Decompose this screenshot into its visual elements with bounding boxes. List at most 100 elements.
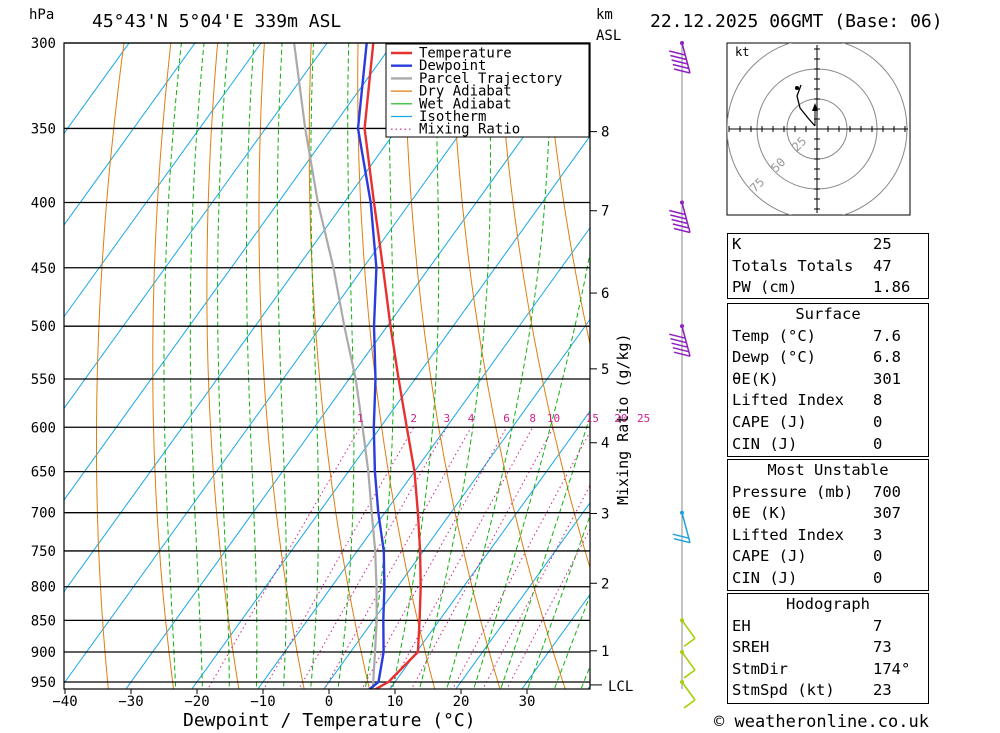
x-tick-label: 20	[453, 694, 470, 710]
value: 1.86	[873, 278, 911, 297]
wet-adiabat-line	[473, 250, 590, 689]
wet-adiabat-line	[276, 43, 287, 689]
legend-label: Dewpoint	[419, 58, 486, 74]
legend-label: Temperature	[419, 46, 512, 62]
legend-label: Isotherm	[419, 109, 486, 125]
mixing-ratio-line	[452, 430, 590, 689]
x-tick-label: −10	[250, 694, 275, 710]
x-tick-label: 30	[519, 694, 536, 710]
value: 6.8	[873, 348, 901, 367]
hodograph-table: Hodograph EH 7 SREH 73 StmDir 174° StmSpd (…	[727, 593, 929, 704]
temperature-line	[363, 43, 422, 689]
wind-barb-feather	[673, 227, 691, 234]
mu-row: Pressure (mb) 700	[728, 482, 928, 504]
mu-row: θE (K) 307	[728, 503, 928, 525]
asl-label: ASL	[596, 28, 621, 44]
wind-barb-feather	[671, 342, 688, 348]
wet-adiabat-line	[446, 43, 552, 689]
isotherm-line	[323, 318, 590, 689]
pressure-tick-label: 500	[31, 319, 56, 335]
label: Pressure (mb)	[732, 482, 854, 501]
x-tick-label: −20	[184, 694, 209, 710]
pressure-tick-label: 400	[31, 195, 56, 211]
mixing-ratio-label: 10	[547, 412, 560, 425]
mixing-ratio-label: 20	[614, 412, 627, 425]
label: Totals Totals	[732, 256, 854, 275]
label: PW (cm)	[732, 278, 798, 297]
value: 7.6	[873, 326, 901, 345]
mixing-ratio-label: 25	[637, 412, 650, 425]
label: StmDir	[732, 659, 788, 678]
mixing-ratio-label: 8	[529, 412, 536, 425]
isotherm-line	[257, 226, 590, 689]
legend-label: Parcel Trajectory	[419, 71, 562, 87]
mixing-ratio-line	[361, 427, 508, 689]
parcel-trajectory-line	[293, 43, 378, 689]
label: CAPE (J)	[732, 412, 807, 431]
mixing-ratio-line	[298, 427, 448, 689]
surface-row: CAPE (J) 0	[728, 412, 928, 434]
axes: 1 2 3 4 6 8 10 15 20 2530035040045050055060065070…	[31, 36, 651, 710]
legend-box	[385, 43, 590, 138]
isotherm-line	[125, 43, 590, 689]
wind-barb-feather	[683, 699, 696, 709]
value: 0	[873, 434, 883, 453]
value: 25	[873, 235, 892, 253]
wet-adiabat-line	[310, 43, 319, 689]
wind-barb-feather	[683, 669, 696, 679]
wind-barb-feather	[670, 54, 687, 61]
surface-row: Temp (°C) 7.6	[728, 326, 928, 348]
pressure-tick-label: 550	[31, 372, 56, 388]
most-unstable-title: Most Unstable	[767, 461, 889, 479]
dewpoint-line	[356, 43, 386, 689]
isotherm-line	[64, 43, 130, 135]
dry-adiabat-line	[308, 43, 370, 689]
hodo-row: StmSpd (kt) 23	[728, 680, 928, 702]
indices-row-pw: PW (cm) 1.86	[728, 277, 928, 299]
mu-row: CAPE (J) 0	[728, 546, 928, 568]
copyright: © weatheronline.co.uk	[714, 712, 929, 732]
value: 700	[873, 482, 901, 501]
label: CAPE (J)	[732, 547, 807, 566]
pressure-grid	[64, 42, 590, 683]
wind-barb-feather	[673, 351, 691, 357]
wind-barb-feather	[669, 50, 686, 56]
dry-adiabat-line	[961, 24, 1000, 710]
isotherm-line	[64, 43, 328, 410]
dry-adiabat-line	[152, 43, 175, 689]
x-tick-label: 10	[387, 694, 404, 710]
dry-adiabat-line	[404, 43, 501, 689]
isotherm-line	[521, 593, 590, 689]
most-unstable-table: Most Unstable Pressure (mb) 700 θE (K) 307…	[727, 459, 929, 591]
indices-table: K 25 Totals Totals 47 PW (cm) 1.86	[727, 233, 929, 299]
wet-adiabat-line	[527, 514, 590, 689]
datetime-title: 22.12.2025 06GMT (Base: 06)	[650, 11, 943, 32]
x-axis-label: Dewpoint / Temperature (°C)	[183, 710, 476, 731]
wet-adiabat-line	[189, 43, 205, 689]
hodograph-title: Hodograph	[786, 595, 870, 613]
pressure-tick-label: 450	[31, 261, 56, 277]
indices-row-k: K 25	[728, 234, 928, 256]
label: CIN (J)	[732, 434, 798, 453]
wind-barb-feather	[669, 333, 686, 339]
km-tick-label: 2	[601, 576, 609, 592]
label: CIN (J)	[732, 568, 798, 587]
wind-barb-feather	[683, 637, 696, 647]
plot-frame	[63, 42, 591, 690]
km-tick-label: 6	[601, 286, 609, 302]
wind-barb-feather	[671, 218, 688, 225]
km-tick-label: 7	[601, 204, 609, 220]
label: K	[732, 235, 742, 253]
wind-barb-feather	[671, 59, 688, 65]
value: 7	[873, 616, 883, 635]
label: Lifted Index	[732, 391, 844, 410]
storm-motion-marker	[812, 103, 818, 111]
isotherm-line	[64, 43, 460, 593]
surface-row: Lifted Index 8	[728, 390, 928, 412]
label: θE (K)	[732, 504, 788, 523]
wind-barb-feather	[672, 346, 689, 353]
wet-adiabat-line	[217, 43, 230, 689]
surface-table: Surface Temp (°C) 7.6 Dewp (°C) 6.8 θE(K) 3…	[727, 303, 929, 457]
wet-adiabat-line	[419, 43, 491, 689]
